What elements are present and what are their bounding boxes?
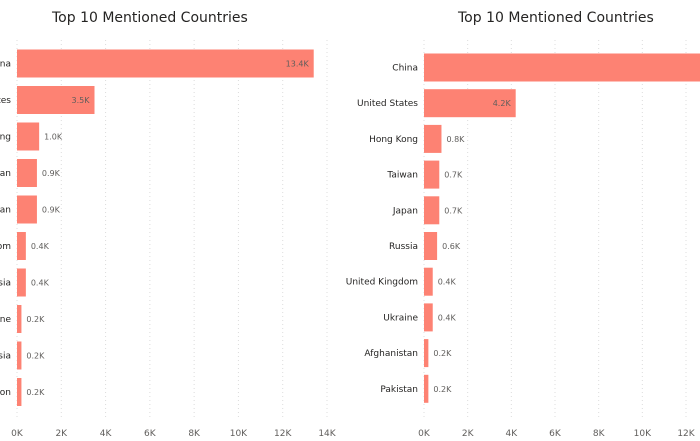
category-label: pan: [0, 206, 11, 216]
x-tick-label: 6K: [549, 429, 562, 439]
category-label: United States: [357, 99, 418, 109]
bar: [424, 374, 429, 403]
data-label: 0.7K: [444, 206, 463, 215]
category-label: Russia: [389, 242, 418, 252]
left-chart-title: Top 10 Mentioned Countries: [52, 10, 248, 26]
category-label: aine: [0, 315, 11, 325]
data-label: 4.2K: [493, 99, 512, 108]
category-label: Taiwan: [386, 171, 418, 181]
data-label: 0.2K: [433, 385, 452, 394]
data-label: 0.8K: [446, 135, 465, 144]
x-tick-label: 8K: [188, 429, 201, 439]
bar: [424, 124, 442, 153]
x-tick-label: 2K: [55, 429, 68, 439]
bar: [424, 232, 438, 260]
bar: [424, 303, 433, 332]
bar: [424, 53, 700, 82]
left-chart-panel: Top 10 Mentioned Countries 0K 2K 4K 6K 8K 10K…: [0, 0, 340, 441]
category-label: sia: [0, 352, 11, 362]
x-tick-label: 14K: [318, 429, 336, 439]
right-chart-panel: Top 10 Mentioned Countries 0K 2K 4K 6K 8K 10K…: [340, 0, 700, 441]
right-chart-title: Top 10 Mentioned Countries: [458, 10, 654, 26]
x-tick-label: 2K: [462, 429, 475, 439]
category-label: United Kingdom: [346, 278, 418, 288]
bar: [424, 160, 440, 189]
data-label: 0.9K: [42, 206, 61, 215]
category-label: sia: [0, 279, 11, 289]
category-label: dom: [0, 242, 11, 252]
x-tick-label: 12K: [274, 429, 292, 439]
data-label: 0.4K: [438, 278, 457, 287]
bar: [17, 268, 26, 297]
bar: [17, 195, 37, 224]
bar: [17, 232, 26, 260]
x-tick-label: 6K: [144, 429, 157, 439]
category-label: Pakistan: [380, 385, 418, 395]
left-bar-chart: 0K 2K 4K 6K 8K 10K 12K 14K ina 13.4K ates 3.5K ng 1.0…: [0, 40, 337, 439]
x-tick-label: 8K: [593, 429, 606, 439]
category-label: wan: [0, 169, 11, 179]
data-label: 0.6K: [442, 242, 461, 251]
data-label: 0.4K: [31, 242, 50, 251]
data-label: 0.2K: [26, 315, 45, 324]
data-label: 0.2K: [26, 388, 45, 397]
bar: [424, 89, 516, 118]
category-label: Ukraine: [383, 313, 418, 323]
data-label: 1.0K: [44, 133, 63, 142]
bar: [17, 86, 95, 114]
data-label: 3.5K: [72, 96, 91, 105]
category-label: China: [392, 64, 418, 74]
data-label: 0.4K: [438, 313, 457, 322]
category-label: ates: [0, 96, 11, 106]
bar: [17, 122, 40, 151]
bar: [17, 378, 22, 406]
x-tick-label: 10K: [230, 429, 248, 439]
bar: [17, 49, 314, 78]
category-label: Afghanistan: [364, 349, 418, 359]
bar: [17, 159, 37, 187]
category-label: ng: [0, 133, 11, 143]
data-label: 0.2K: [26, 352, 45, 361]
category-label: ina: [0, 60, 11, 70]
category-label: Hong Kong: [369, 135, 418, 145]
data-label: 0.4K: [31, 279, 50, 288]
x-tick-label: 4K: [506, 429, 519, 439]
right-bar-chart: 0K 2K 4K 6K 8K 10K 12K China United States 4.2K Ho…: [346, 40, 700, 439]
bar: [17, 341, 22, 370]
bar: [424, 339, 429, 368]
x-tick-label: 12K: [677, 429, 695, 439]
data-label: 0.7K: [444, 171, 463, 180]
x-tick-label: 0K: [418, 429, 431, 439]
bar: [424, 196, 440, 225]
x-tick-label: 10K: [634, 429, 652, 439]
category-label: on: [0, 388, 11, 398]
category-label: Japan: [392, 206, 418, 216]
bar: [424, 267, 433, 296]
data-label: 13.4K: [286, 60, 310, 69]
data-label: 0.2K: [433, 349, 452, 358]
bar: [17, 305, 22, 333]
x-tick-label: 0K: [11, 429, 24, 439]
x-tick-label: 4K: [100, 429, 113, 439]
data-label: 0.9K: [42, 169, 61, 178]
